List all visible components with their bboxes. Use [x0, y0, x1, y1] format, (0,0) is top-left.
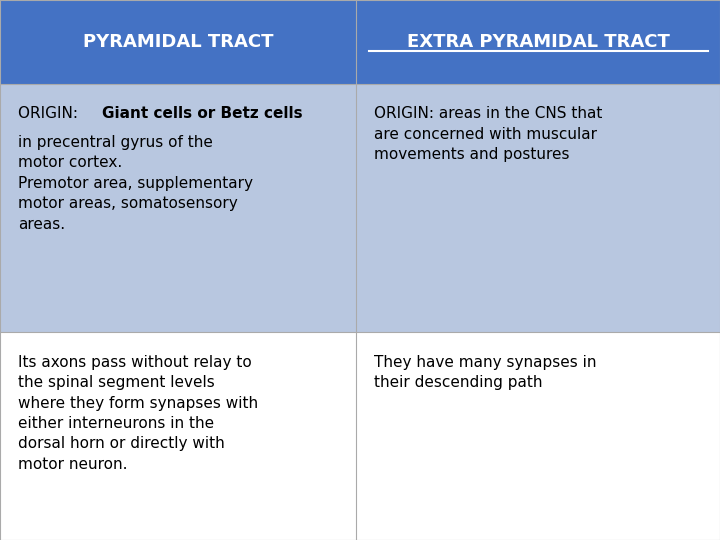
Text: Its axons pass without relay to
the spinal segment levels
where they form synaps: Its axons pass without relay to the spin… — [18, 355, 258, 472]
Bar — [0, 332, 720, 540]
Text: ORIGIN:: ORIGIN: — [18, 106, 83, 122]
Text: Giant cells or Betz cells: Giant cells or Betz cells — [102, 106, 302, 122]
Text: in precentral gyrus of the
motor cortex.
Premotor area, supplementary
motor area: in precentral gyrus of the motor cortex.… — [18, 135, 253, 232]
Bar — [0, 84, 720, 332]
Bar — [0, 0, 720, 84]
Text: ORIGIN: areas in the CNS that
are concerned with muscular
movements and postures: ORIGIN: areas in the CNS that are concer… — [374, 106, 603, 162]
Text: EXTRA PYRAMIDAL TRACT: EXTRA PYRAMIDAL TRACT — [407, 33, 670, 51]
Text: They have many synapses in
their descending path: They have many synapses in their descend… — [374, 355, 597, 390]
Text: PYRAMIDAL TRACT: PYRAMIDAL TRACT — [83, 33, 274, 51]
